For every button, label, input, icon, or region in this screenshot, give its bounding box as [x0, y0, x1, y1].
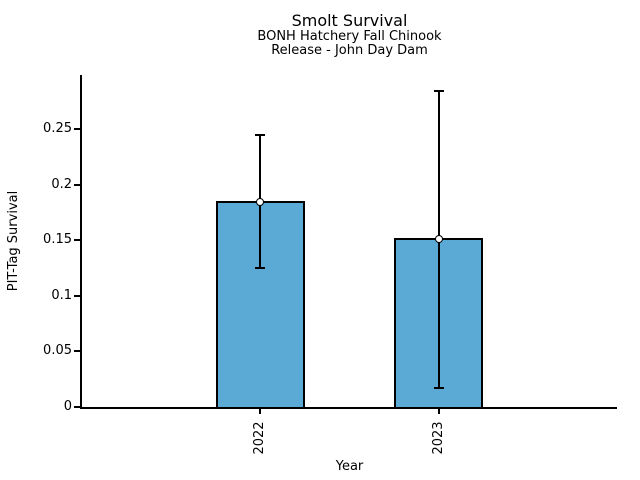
y-axis-tick	[74, 294, 80, 297]
y-axis-tick-label: 0	[63, 399, 72, 414]
mean-marker	[256, 197, 265, 206]
chart-subtitle-line2: Release - John Day Dam	[271, 43, 428, 58]
error-bar-cap-top	[255, 133, 266, 136]
chart-title: Smolt Survival	[291, 11, 408, 30]
y-axis-tick	[74, 406, 80, 408]
y-axis-tick-label: 0.15	[43, 232, 72, 248]
x-axis-label: Year	[335, 459, 364, 474]
y-axis-tick	[74, 350, 80, 353]
y-axis-tick-label: 0.1	[51, 287, 72, 303]
y-axis-tick	[74, 183, 80, 186]
y-axis-tick	[74, 128, 80, 131]
y-axis-tick-label: 0.2	[51, 176, 72, 192]
y-axis-label: PIT-Tag Survival	[6, 190, 21, 292]
error-bar-cap-top	[433, 89, 444, 92]
error-bar-cap-bottom	[433, 387, 444, 390]
y-axis-tick-label: 0.05	[43, 343, 72, 359]
plot-area: 0 0.05 0.1 0.15 0.2 0.25 2022 2023	[43, 75, 617, 455]
error-bar-cap-bottom	[255, 267, 266, 270]
mean-marker	[434, 235, 443, 244]
y-axis-tick	[74, 239, 80, 242]
x-axis-tick	[259, 409, 262, 414]
x-axis-tick	[437, 409, 440, 414]
y-axis-tick-label: 0.25	[43, 121, 72, 137]
chart-subtitle-line1: BONH Hatchery Fall Chinook	[257, 29, 442, 44]
